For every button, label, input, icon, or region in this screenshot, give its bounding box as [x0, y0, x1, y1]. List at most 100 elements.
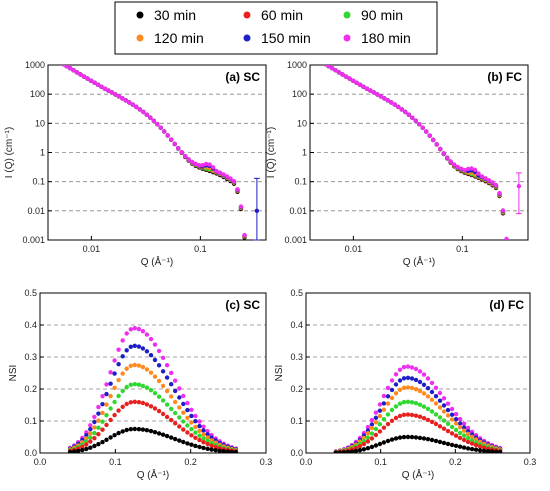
data-point — [465, 446, 471, 451]
data-point — [193, 424, 198, 430]
panel-b-fc-log: 0.001 0.01 0.1 1 10 100 1000 0.01 0.1 Q (Å⁻¹) I (Q… — [266, 60, 529, 344]
data-point — [128, 400, 133, 405]
data-point — [92, 436, 97, 441]
data-point — [156, 431, 162, 436]
data-point — [88, 439, 93, 444]
data-point — [84, 446, 89, 452]
data-point — [361, 447, 367, 452]
x-axis-label: Q (Å⁻¹) — [402, 468, 435, 481]
data-point — [409, 412, 415, 418]
data-point — [84, 442, 89, 447]
data-point — [128, 327, 133, 332]
data-point — [137, 107, 142, 112]
data-point — [132, 343, 137, 348]
data-point — [197, 437, 202, 443]
x-tick-label: 0.1 — [374, 457, 387, 467]
data-point — [104, 382, 109, 387]
y-tick-label: 1 — [40, 148, 45, 158]
data-point — [132, 426, 137, 432]
legend-marker — [243, 11, 251, 19]
data-point — [246, 277, 250, 281]
data-point — [364, 86, 370, 91]
data-point — [357, 82, 363, 87]
data-point — [96, 425, 101, 430]
data-point — [213, 444, 218, 450]
data-point — [189, 442, 194, 447]
data-point — [173, 421, 178, 426]
data-point — [183, 153, 188, 159]
data-point — [160, 411, 166, 417]
data-point — [420, 125, 425, 130]
data-point — [185, 423, 190, 428]
data-point — [405, 434, 411, 440]
data-point — [136, 427, 142, 432]
data-point — [249, 334, 253, 338]
data-point — [461, 433, 467, 438]
data-point — [413, 413, 419, 418]
data-point — [148, 428, 154, 434]
data-point — [323, 65, 328, 67]
data-point — [486, 178, 492, 183]
data-point — [205, 432, 210, 437]
data-point — [108, 417, 113, 423]
y-tick-label: 0.1 — [24, 416, 37, 426]
data-point — [377, 402, 383, 407]
y-tick-label: 0.0 — [24, 448, 37, 458]
data-point — [336, 70, 342, 75]
data-point — [511, 340, 515, 344]
data-point — [437, 405, 443, 410]
x-tick-label: 0.0 — [300, 457, 313, 467]
data-point — [369, 418, 375, 423]
data-point — [228, 176, 233, 181]
data-point — [449, 417, 455, 422]
data-point — [181, 393, 186, 399]
data-point — [373, 410, 379, 415]
data-point — [377, 422, 383, 427]
data-point — [164, 433, 170, 439]
data-point — [465, 425, 471, 431]
data-point — [151, 118, 156, 124]
data-point — [85, 76, 90, 81]
data-point — [500, 208, 506, 213]
data-point — [152, 391, 158, 396]
data-point — [120, 404, 125, 409]
panel-title: (c) SC — [225, 298, 260, 312]
data-point — [246, 275, 250, 279]
data-point — [95, 82, 101, 87]
data-point — [116, 430, 121, 436]
data-point — [365, 431, 371, 436]
data-point — [193, 435, 198, 440]
data-point — [140, 346, 146, 351]
data-point — [413, 118, 418, 124]
x-tick-label: 0.1 — [109, 457, 122, 467]
data-point — [413, 366, 419, 372]
data-point — [169, 382, 174, 387]
plot-frame — [305, 292, 531, 454]
data-point — [156, 394, 162, 399]
data-point — [108, 370, 113, 375]
data-point — [136, 363, 142, 368]
data-point — [401, 385, 407, 390]
data-point — [249, 335, 253, 339]
data-point — [164, 414, 170, 420]
data-point — [88, 427, 93, 432]
data-point — [469, 166, 474, 171]
data-point — [81, 74, 87, 79]
data-point — [80, 447, 85, 453]
data-point — [457, 430, 463, 436]
data-point — [136, 400, 142, 405]
y-tick-label: 0.5 — [24, 288, 37, 298]
y-tick-label: 0.5 — [290, 288, 303, 298]
data-point — [381, 393, 387, 399]
y-tick-label: 1000 — [25, 60, 45, 70]
data-point — [445, 428, 451, 434]
data-point — [173, 378, 178, 383]
data-point — [74, 70, 80, 75]
data-point — [112, 371, 117, 376]
data-point — [177, 405, 182, 410]
data-point — [235, 187, 240, 192]
data-point — [377, 429, 383, 434]
data-point — [461, 428, 467, 433]
data-point — [437, 439, 443, 445]
data-point — [104, 391, 109, 397]
